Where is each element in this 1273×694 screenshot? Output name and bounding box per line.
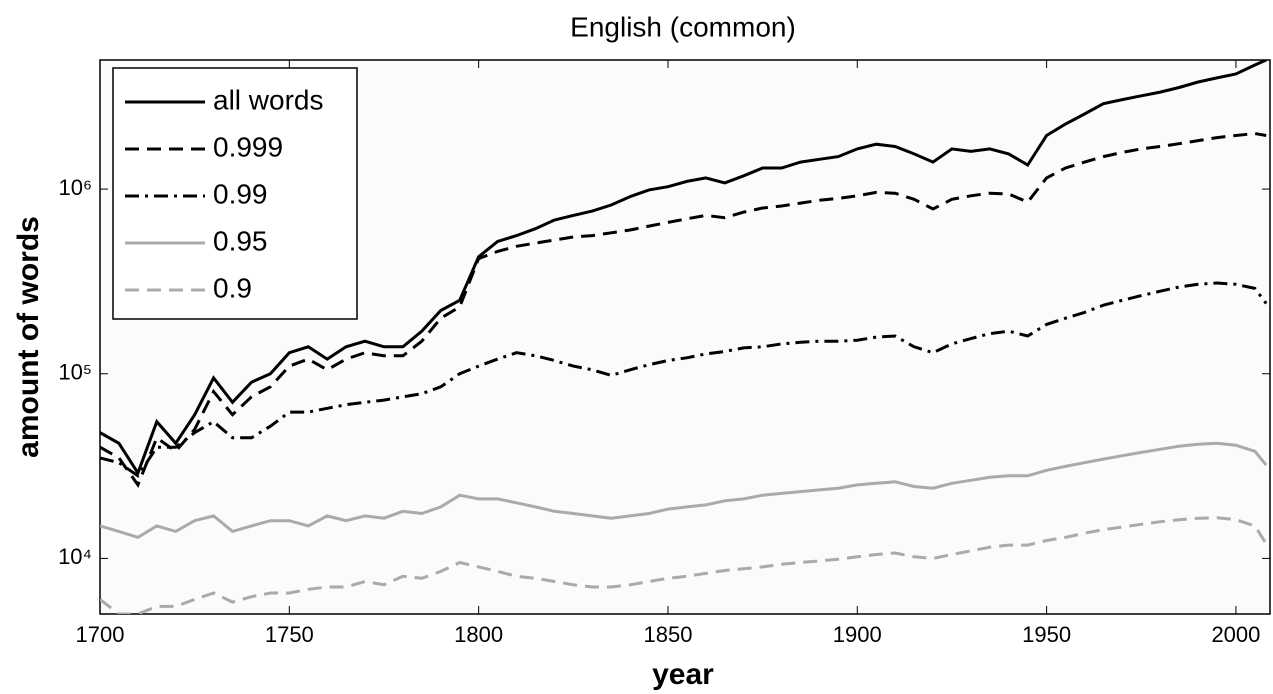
legend-box xyxy=(112,67,358,320)
plot-lines xyxy=(100,60,1268,614)
series-line xyxy=(100,516,1268,614)
x-tick-label: 2000 xyxy=(1211,622,1260,647)
x-tick-label: 1850 xyxy=(643,622,692,647)
legend-label: all words xyxy=(213,84,323,115)
series-line xyxy=(100,60,1267,477)
x-tick-label: 1950 xyxy=(1022,622,1071,647)
chart-title: English (common) xyxy=(570,11,796,42)
y-axis-label: amount of words xyxy=(12,216,45,458)
x-tick-label: 1750 xyxy=(265,622,314,647)
y-tick-label: 10⁶ xyxy=(58,175,92,200)
y-tick-label: 10⁴ xyxy=(58,544,92,569)
legend-label: 0.99 xyxy=(213,178,268,209)
x-axis-label: year xyxy=(652,658,714,691)
x-tick-label: 1900 xyxy=(833,622,882,647)
x-tick-label: 1800 xyxy=(454,622,503,647)
legend-label: 0.9 xyxy=(213,272,252,303)
y-tick-label: 10⁵ xyxy=(58,360,92,385)
series-line xyxy=(100,441,1268,540)
x-tick-label: 1700 xyxy=(76,622,125,647)
legend-label: 0.95 xyxy=(213,225,268,256)
series-line xyxy=(100,281,1268,478)
legend-label: 0.999 xyxy=(213,131,283,162)
series-line xyxy=(100,131,1267,489)
